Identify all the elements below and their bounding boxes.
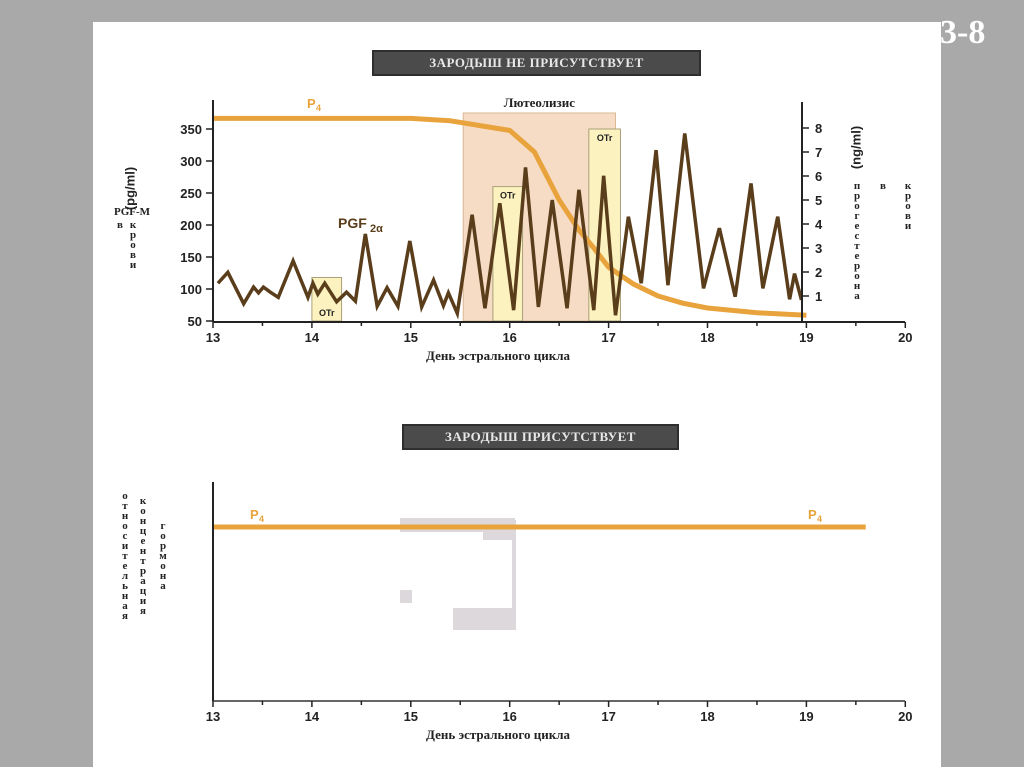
y-left-tick-label: 100 bbox=[180, 282, 202, 297]
x-tick-label: 15 bbox=[404, 330, 418, 345]
x-axis-label: День эстрального цикла bbox=[426, 348, 571, 363]
y-right-tick-label: 1 bbox=[815, 289, 822, 304]
luteolysis-label: Лютеолизис bbox=[504, 95, 575, 110]
x-tick-label: 15 bbox=[404, 709, 418, 724]
p4-label-sub: 4 bbox=[259, 514, 264, 524]
y-right-sub1: в bbox=[877, 180, 889, 190]
image-artifact bbox=[512, 520, 516, 630]
y-left-tick-label: 50 bbox=[188, 314, 202, 329]
y-left-tick-label: 150 bbox=[180, 250, 202, 265]
x-tick-label: 19 bbox=[799, 330, 813, 345]
pgf-line bbox=[216, 133, 804, 320]
x-axis-label: День эстрального цикла bbox=[426, 727, 571, 742]
otr-label: OTr bbox=[597, 133, 613, 143]
p4-label-sub: 4 bbox=[817, 514, 822, 524]
y-right-tick-label: 2 bbox=[815, 265, 822, 280]
x-tick-label: 16 bbox=[502, 709, 516, 724]
y-right-tick-label: 3 bbox=[815, 241, 822, 256]
x-tick-label: 18 bbox=[700, 330, 714, 345]
y-left-tick-label: 200 bbox=[180, 218, 202, 233]
y-left-tick-label: 300 bbox=[180, 154, 202, 169]
pgf-label-sub: 2α bbox=[370, 223, 383, 235]
y-left-label: PGF-M bbox=[114, 206, 151, 218]
p4-label-sub: 4 bbox=[316, 103, 321, 113]
y-right-sub2: крови bbox=[902, 180, 914, 230]
y-left-tick-label: 350 bbox=[180, 122, 202, 137]
x-tick-label: 20 bbox=[898, 330, 912, 345]
x-tick-label: 13 bbox=[206, 330, 220, 345]
x-tick-label: 20 bbox=[898, 709, 912, 724]
p4-label: P bbox=[250, 507, 259, 522]
y-left-sub1: в bbox=[114, 219, 126, 229]
y-left-sub2: крови bbox=[127, 219, 139, 269]
slide-number: 3-8 bbox=[940, 14, 986, 51]
y-left-tick-label: 250 bbox=[180, 186, 202, 201]
otr-label: OTr bbox=[319, 308, 335, 318]
y-right-unit: (ng/ml) bbox=[848, 125, 864, 170]
y-label-part1: относительная bbox=[119, 490, 131, 620]
y-right-tick-label: 5 bbox=[815, 193, 822, 208]
x-tick-label: 16 bbox=[502, 330, 516, 345]
y-right-label: прогестерона bbox=[851, 180, 863, 300]
otr-label: OTr bbox=[500, 191, 516, 201]
y-label-part2: концентрация bbox=[137, 495, 149, 615]
image-artifact bbox=[453, 608, 515, 630]
pgf-label: PGF bbox=[338, 215, 367, 231]
p4-label: P bbox=[307, 96, 316, 111]
image-artifact bbox=[400, 590, 412, 603]
chart-title-embryo: ЗАРОДЫШ ПРИСУТСТВУЕТ bbox=[402, 424, 679, 450]
chart-title-no-embryo: ЗАРОДЫШ НЕ ПРИСУТСТВУЕТ bbox=[372, 50, 701, 76]
x-tick-label: 14 bbox=[305, 709, 320, 724]
x-tick-label: 18 bbox=[700, 709, 714, 724]
y-label-part3: гормона bbox=[157, 520, 169, 590]
y-right-tick-label: 8 bbox=[815, 121, 822, 136]
y-right-tick-label: 4 bbox=[815, 217, 823, 232]
x-tick-label: 19 bbox=[799, 709, 813, 724]
p4-label: P bbox=[808, 507, 817, 522]
x-tick-label: 13 bbox=[206, 709, 220, 724]
y-right-tick-label: 7 bbox=[815, 145, 822, 160]
image-artifact bbox=[483, 532, 515, 540]
x-tick-label: 14 bbox=[305, 330, 320, 345]
x-tick-label: 17 bbox=[601, 330, 615, 345]
x-tick-label: 17 bbox=[601, 709, 615, 724]
y-right-tick-label: 6 bbox=[815, 169, 822, 184]
